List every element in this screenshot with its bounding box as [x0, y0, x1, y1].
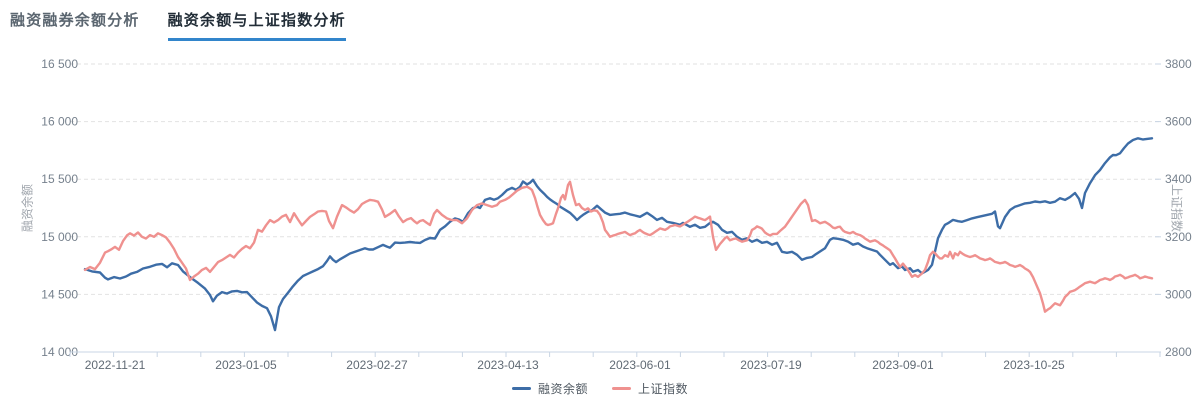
- left-axis-tick-label: 14 000: [41, 345, 78, 359]
- left-axis-tick-label: 15 500: [41, 172, 78, 186]
- legend-label-sse-index: 上证指数: [638, 382, 689, 396]
- right-axis-tick-label: 3800: [1165, 57, 1192, 71]
- legend-item-financing-balance[interactable]: 融资余额: [511, 380, 588, 397]
- sse-index-line-icon: [612, 387, 631, 390]
- tab-bar: 融资融券余额分析 融资余额与上证指数分析: [10, 9, 346, 41]
- left-axis-title: 融资余额: [20, 183, 35, 233]
- financing-balance-line-icon: [511, 387, 531, 390]
- tab-margin-balance-analysis[interactable]: 融资融券余额分析: [10, 12, 140, 29]
- left-axis-tick-label: 14 500: [41, 287, 78, 301]
- legend-item-sse-index[interactable]: 上证指数: [612, 380, 688, 397]
- x-axis-date-label: 2023-06-01: [609, 358, 671, 372]
- x-axis-date-label: 2023-02-27: [346, 358, 408, 372]
- right-axis-tick-label: 3400: [1165, 172, 1192, 186]
- right-axis-tick-label: 3000: [1165, 287, 1192, 301]
- x-axis-date-label: 2023-07-19: [740, 358, 802, 372]
- x-axis-date-label: 2023-10-25: [1003, 358, 1065, 372]
- x-axis-date-label: 2023-01-05: [215, 358, 277, 372]
- right-axis-tick-label: 3200: [1165, 230, 1192, 244]
- chart-legend: 融资余额 上证指数: [0, 380, 1200, 397]
- left-axis-tick-label: 15 000: [41, 230, 78, 244]
- x-axis-date-label: 2022-11-21: [85, 358, 146, 372]
- grid-and-axes: 16 500 16 000 15 500 15 000 14 500 14 000 3800…: [41, 57, 1192, 372]
- left-axis-tick-label: 16 000: [41, 115, 78, 129]
- left-axis-tick-label: 16 500: [41, 57, 78, 71]
- x-axis-date-label: 2023-04-13: [477, 358, 539, 372]
- right-axis-tick-label: 2800: [1165, 345, 1192, 359]
- right-axis-title: 上证指数: [1169, 183, 1184, 233]
- series-line-sse-index: [83, 180, 1154, 313]
- right-axis-tick-label: 3600: [1165, 115, 1192, 129]
- series-line-financing-balance: [83, 137, 1154, 332]
- x-axis-date-label: 2023-09-01: [872, 358, 934, 372]
- tab-financing-vs-sse-index[interactable]: 融资余额与上证指数分析: [167, 9, 346, 41]
- legend-label-financing-balance: 融资余额: [537, 382, 588, 396]
